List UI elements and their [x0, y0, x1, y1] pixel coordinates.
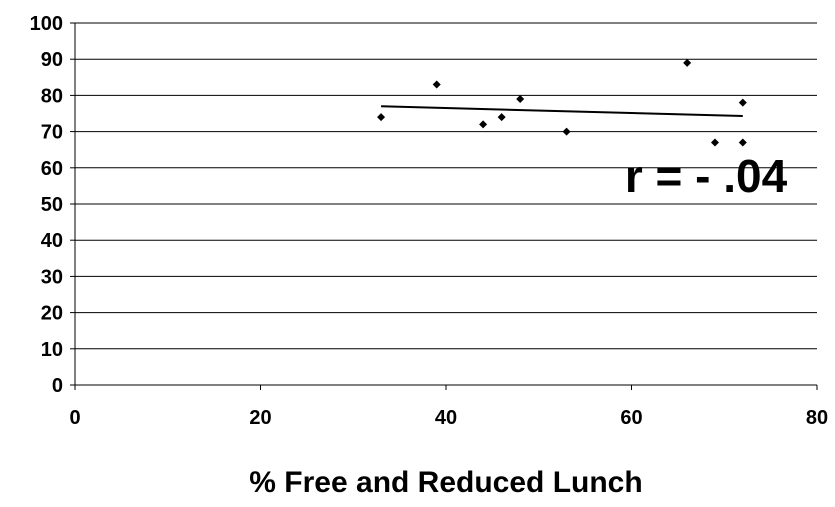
trendline: [381, 105, 743, 118]
data-point: [516, 95, 525, 104]
y-tick-label: 10: [41, 339, 63, 361]
data-point: [377, 113, 386, 122]
y-tick-label: 80: [41, 85, 63, 107]
gridlines: [75, 22, 817, 350]
data-point: [497, 113, 506, 122]
x-tick-label: 80: [806, 407, 828, 429]
x-tick-label: 0: [69, 407, 80, 429]
y-tick-label: 40: [41, 230, 63, 252]
data-point: [738, 98, 747, 107]
y-tick-label: 30: [41, 266, 63, 288]
data-point: [683, 58, 692, 67]
data-point: [738, 138, 747, 147]
y-tick-label: 90: [41, 49, 63, 71]
data-points: [377, 58, 747, 147]
y-tick-label: 50: [41, 194, 63, 216]
x-axis-label: % Free and Reduced Lunch: [249, 466, 642, 499]
y-tick-label: 0: [52, 375, 63, 397]
data-point: [562, 127, 571, 136]
x-tick-label: 40: [435, 407, 457, 429]
x-tick-label: 20: [249, 407, 271, 429]
trendline-group: [381, 105, 743, 118]
correlation-annotation: r = - .04: [625, 150, 788, 202]
y-tick-label: 100: [30, 13, 63, 35]
y-tick-labels: 0 10 20 30 40 50 60 70 80 90 100: [30, 13, 63, 397]
x-tick-label: 60: [620, 407, 642, 429]
axes: [70, 22, 818, 390]
y-tick-label: 60: [41, 158, 63, 180]
x-tick-labels: 0 20 40 60 80: [69, 407, 828, 429]
y-tick-label: 70: [41, 122, 63, 144]
data-point: [432, 80, 441, 89]
data-point: [710, 138, 719, 147]
data-point: [479, 120, 488, 129]
y-tick-label: 20: [41, 303, 63, 325]
